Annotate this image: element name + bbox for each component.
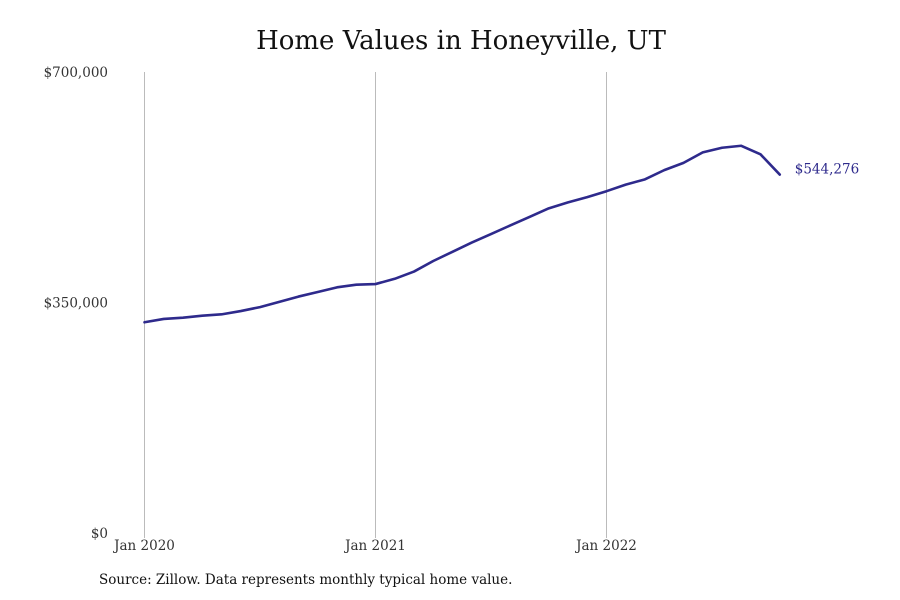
x-axis-ticks: Jan 2020 Jan 2021 Jan 2022 [112,538,637,554]
x-tick-label: Jan 2022 [574,538,637,554]
chart-title: Home Values in Honeyville, UT [256,26,666,56]
x-gridlines [144,72,607,538]
end-value-label: $544,276 [795,162,859,178]
x-tick-label: Jan 2021 [343,538,406,554]
source-note: Source: Zillow. Data represents monthly … [99,572,513,588]
series-layer [143,144,782,324]
y-tick-label: $0 [91,526,108,542]
y-tick-label: $700,000 [44,65,108,81]
x-tick-label: Jan 2020 [112,538,175,554]
annotation-layer: $544,276 [795,162,859,178]
y-tick-label: $350,000 [44,296,108,312]
series-line [143,144,782,324]
y-axis-ticks: $0 $350,000 $700,000 [44,65,108,542]
